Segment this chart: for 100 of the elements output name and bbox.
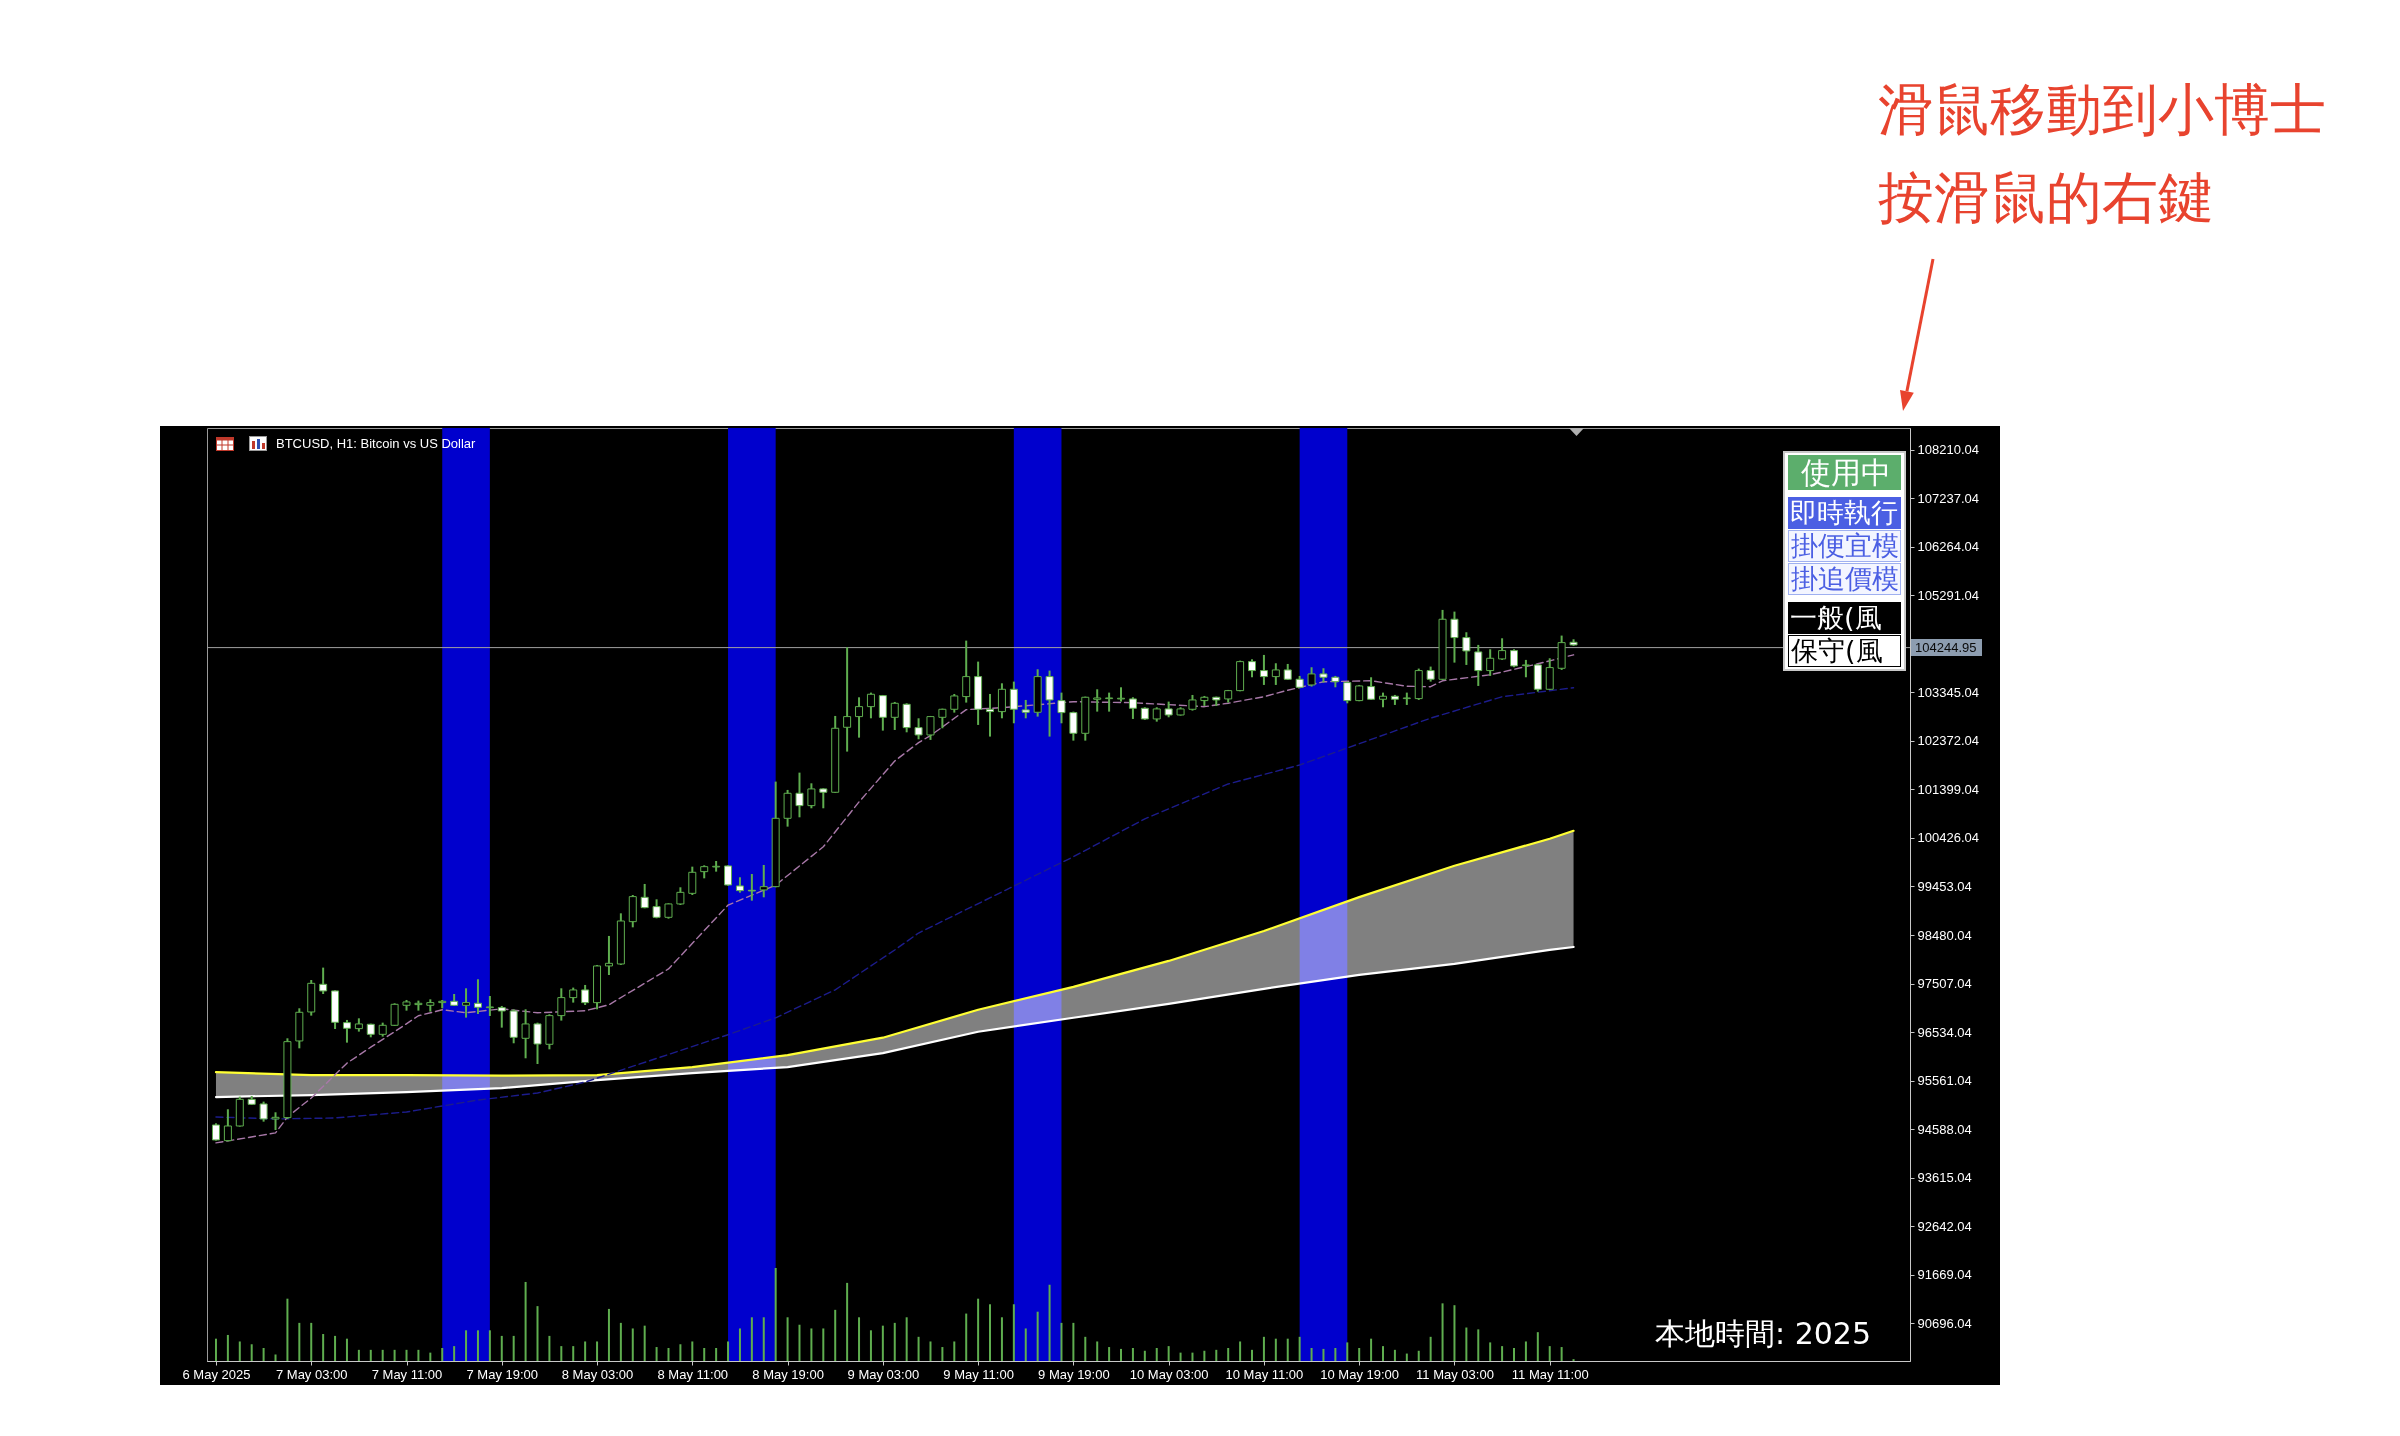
candlestick — [1009, 680, 1018, 725]
x-tick-label: 11 May 11:00 — [1511, 1366, 1589, 1382]
candlestick — [1307, 666, 1316, 688]
bar — [619, 1322, 622, 1361]
x-tick-label: 10 May 03:00 — [1129, 1366, 1209, 1382]
bar — [929, 1341, 932, 1361]
y-tick-label: 97507.04 — [1917, 976, 1972, 992]
button: 即時執行 — [1788, 497, 1901, 529]
bar — [393, 1349, 396, 1361]
bar — [1465, 1327, 1468, 1361]
bar — [1358, 1347, 1361, 1361]
text: 按滑鼠的右鍵 — [1878, 165, 2214, 230]
bar — [917, 1336, 920, 1361]
y-tick-label: 107237.04 — [1917, 490, 1979, 506]
bar — [1000, 1317, 1003, 1361]
bar — [524, 1281, 527, 1361]
bar — [238, 1341, 241, 1361]
bar — [858, 1317, 861, 1361]
bar — [1417, 1350, 1420, 1361]
bar — [1298, 1336, 1301, 1361]
bar — [334, 1335, 337, 1361]
candlestick — [1259, 653, 1268, 686]
x-tick-label: 9 May 19:00 — [1038, 1366, 1110, 1382]
bar — [762, 1317, 765, 1361]
bar — [1513, 1347, 1515, 1361]
candlestick — [843, 646, 852, 753]
candlestick — [497, 1004, 506, 1029]
bar — [1453, 1305, 1456, 1361]
bar — [1060, 1322, 1063, 1361]
y-tick-label: 90696.04 — [1917, 1315, 1972, 1331]
candlestick — [1498, 637, 1507, 661]
bar — [953, 1341, 956, 1361]
bar — [1310, 1347, 1313, 1361]
bar — [405, 1349, 408, 1361]
candlestick — [688, 865, 697, 896]
bar — [738, 1328, 741, 1361]
bar — [298, 1322, 301, 1361]
button: 保守(風 — [1788, 635, 1901, 667]
bar — [1155, 1347, 1158, 1361]
bar — [1072, 1322, 1075, 1361]
bar — [1239, 1341, 1242, 1361]
bar — [476, 1330, 479, 1361]
x-tick-label: 6 May 2025 — [182, 1366, 251, 1382]
candlestick — [462, 987, 471, 1019]
bar — [786, 1317, 789, 1361]
candlestick — [807, 782, 816, 810]
candlestick — [1128, 696, 1137, 720]
candlestick — [1117, 686, 1126, 703]
bar — [262, 1347, 265, 1361]
bar — [381, 1349, 384, 1361]
y-tick-label: 93615.04 — [1917, 1170, 1972, 1186]
bar — [1048, 1284, 1051, 1361]
bar — [1012, 1304, 1015, 1361]
bar — [1215, 1349, 1218, 1361]
x-tick-label: 7 May 11:00 — [371, 1366, 443, 1382]
bar — [1441, 1303, 1444, 1361]
y-tick-label: 101399.04 — [1917, 781, 1979, 797]
bar — [1489, 1342, 1492, 1361]
bar — [667, 1347, 670, 1361]
bar — [1477, 1329, 1480, 1361]
y-tick-label: 92642.04 — [1917, 1218, 1972, 1234]
bar — [1405, 1353, 1408, 1361]
candlestick — [1462, 631, 1471, 666]
candlestick — [533, 1021, 542, 1065]
bar — [357, 1349, 360, 1361]
bar — [1120, 1348, 1123, 1361]
candlestick — [640, 882, 649, 910]
bar — [417, 1349, 420, 1361]
bar — [512, 1335, 515, 1361]
bar — [453, 1346, 456, 1361]
x-tick-label: 9 May 03:00 — [847, 1366, 920, 1382]
candlestick — [890, 700, 899, 731]
bar — [1179, 1352, 1182, 1361]
bar — [703, 1347, 706, 1361]
bar — [977, 1298, 980, 1361]
bar — [810, 1328, 813, 1361]
bar — [572, 1346, 575, 1361]
bar — [322, 1334, 325, 1361]
candlestick — [342, 1018, 351, 1044]
bar — [500, 1335, 503, 1361]
x-tick-label: 7 May 03:00 — [275, 1366, 348, 1382]
bar — [1131, 1347, 1134, 1361]
bar — [1084, 1336, 1087, 1361]
bar — [774, 1268, 777, 1361]
bar — [286, 1298, 289, 1361]
x-tick-label: 9 May 11:00 — [943, 1366, 1014, 1382]
bar — [869, 1330, 872, 1361]
bar — [631, 1328, 634, 1361]
bar — [715, 1347, 718, 1361]
candlestick — [1069, 710, 1078, 742]
bar — [345, 1338, 348, 1361]
candlestick — [724, 864, 733, 887]
y-tick-label: 105291.04 — [1917, 587, 1979, 603]
candlestick — [855, 696, 864, 739]
bar — [989, 1304, 992, 1361]
bar — [691, 1341, 694, 1361]
bar — [429, 1352, 432, 1361]
bar — [834, 1309, 837, 1361]
bar — [1334, 1347, 1337, 1361]
candlestick — [604, 934, 613, 976]
